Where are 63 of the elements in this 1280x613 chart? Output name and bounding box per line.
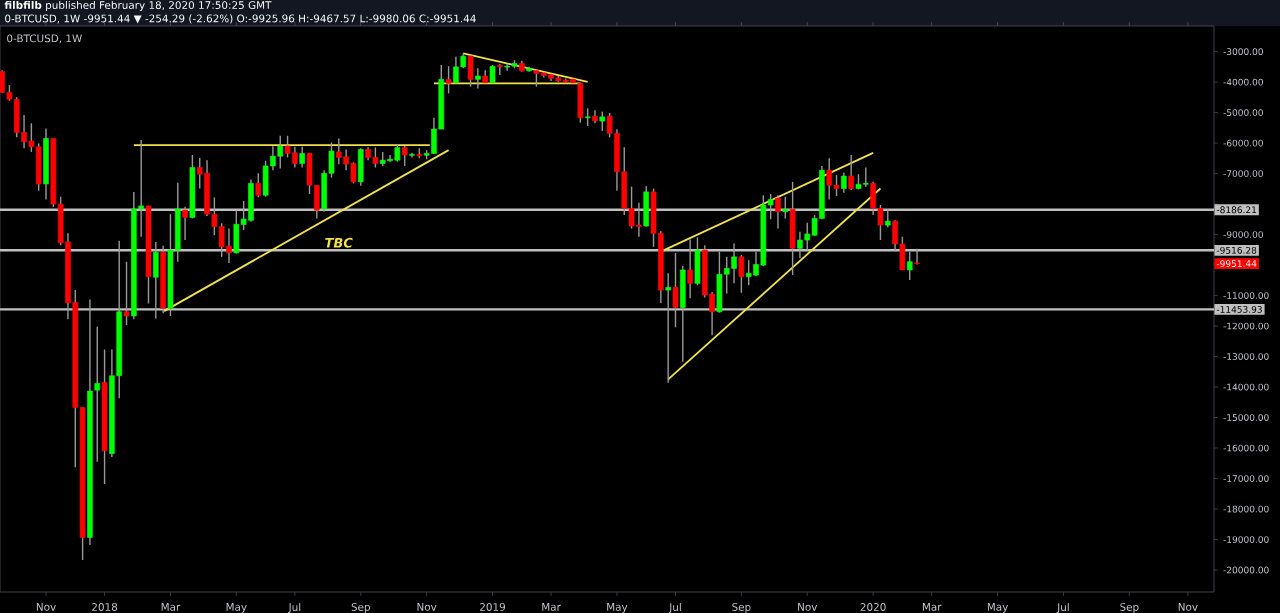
candlestick (672, 252, 679, 328)
y-tick-label: -3000.00 (1223, 48, 1263, 55)
y-tick-label: -14000.00 (1223, 383, 1269, 391)
y-tick-label: -5000.00 (1223, 109, 1263, 116)
y-tick-label: -7000.00 (1223, 170, 1263, 177)
x-tick-label: Mar (161, 603, 181, 611)
x-tick-label: 2018 (92, 603, 118, 611)
candlestick (841, 171, 847, 194)
x-tick-label: Nov (798, 603, 818, 611)
x-tick-label: May (987, 603, 1009, 613)
candlestick (782, 196, 789, 220)
x-tick-label: May (226, 603, 247, 613)
candlestick (848, 154, 854, 191)
chart-subtitle: 0-BTCUSD, 1W -9951.44 ▼ -254.29 (-2.62%) O:-9925.96 H:-9467.57 L:-9980.06 C:-9951.44 (5, 14, 476, 24)
y-tick-label: -4000.00 (1223, 78, 1263, 86)
candlestick (401, 145, 408, 167)
y-tick-label: -19000.00 (1223, 536, 1269, 543)
text: -9951.44 (1216, 260, 1257, 267)
candlestick (738, 254, 745, 294)
candlestick (687, 238, 693, 300)
text: 0-BTCUSD, 1W (7, 34, 82, 44)
y-tick-label: -18000.00 (1223, 505, 1269, 513)
x-tick-label: Jul (1056, 603, 1069, 613)
candlestick (914, 248, 920, 266)
candlestick (123, 261, 130, 326)
x-tick-label: Nov (36, 603, 56, 611)
candlestick (906, 250, 913, 281)
x-tick-label: Nov (417, 603, 437, 611)
x-tick-label: Sep (732, 603, 751, 613)
candlestick (467, 54, 474, 88)
candlestick (775, 194, 781, 230)
y-tick-label: -13000.00 (1223, 353, 1269, 360)
candlestick (475, 67, 481, 90)
x-tick-label: Jul (668, 603, 681, 613)
x-tick-label: Sep (351, 603, 371, 613)
ref-line-label: -8186.21 (1216, 206, 1257, 214)
candlestick (182, 206, 188, 241)
y-tick-label: -12000.00 (1223, 322, 1269, 330)
candlestick (497, 63, 503, 76)
x-tick-label: Jul (288, 603, 301, 613)
x-tick-label: Mar (542, 603, 561, 611)
y-tick-label: -17000.00 (1223, 475, 1269, 482)
ref-line-label: -9516.28 (1216, 246, 1257, 254)
text: filbfilb published February 18, 2020 17:50:25 GMT (4, 0, 272, 12)
x-tick-label: Nov (1178, 603, 1198, 611)
x-tick-label: 2020 (860, 603, 886, 611)
x-tick-label: Sep (1120, 603, 1139, 613)
y-tick-label: -16000.00 (1223, 444, 1269, 452)
x-tick-label: Mar (922, 603, 942, 611)
x-tick-label: May (607, 603, 628, 613)
candlestick (445, 65, 452, 95)
y-tick-label: -15000.00 (1223, 414, 1269, 421)
candlestick (665, 272, 671, 384)
annotation: TBC (325, 237, 353, 248)
ref-line-label: -11453.93 (1216, 306, 1262, 313)
y-tick-label: -6000.00 (1223, 139, 1263, 147)
y-tick-label: -9000.00 (1223, 231, 1263, 238)
y-tick-label: -11000.00 (1223, 292, 1269, 299)
candlestick (599, 110, 606, 132)
y-tick-label: -20000.00 (1223, 566, 1269, 574)
x-tick-label: 2019 (480, 603, 506, 611)
candlestick (255, 172, 262, 199)
candlestick (299, 146, 306, 169)
